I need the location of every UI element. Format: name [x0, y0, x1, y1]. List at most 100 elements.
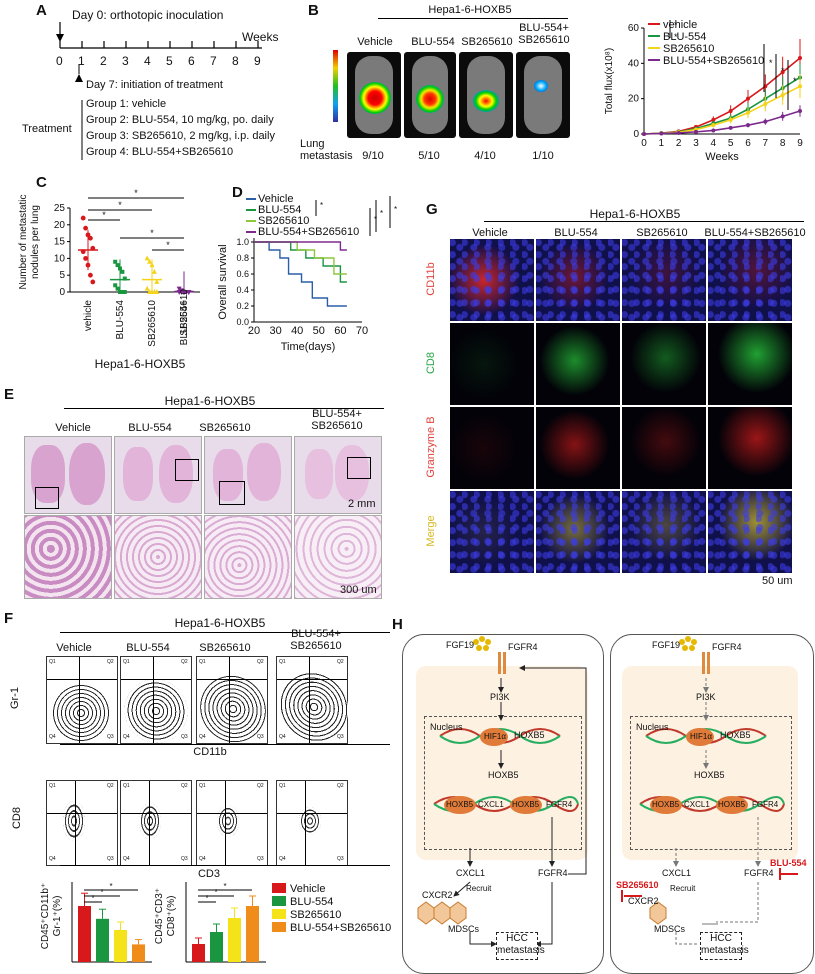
if-image-cd8-3: [708, 323, 792, 405]
lung-zoom-blu554: [114, 515, 202, 599]
group-label: BLU-554: [554, 227, 598, 239]
quadrant-line: [305, 781, 306, 865]
data-point: [149, 262, 155, 268]
data-point: [154, 289, 160, 294]
data-point: [780, 114, 785, 119]
hoxb5-label: HOXB5: [694, 770, 725, 780]
week-tick-label: 1: [78, 54, 85, 68]
week-tick-label: 8: [232, 54, 239, 68]
nucleus-label: Nucleus: [636, 722, 669, 732]
bar: [246, 906, 259, 962]
legend-label: BLU-554: [663, 31, 706, 43]
data-point: [118, 290, 122, 294]
panel-c: C 0 5 10 15 20 25 Number of metastaticnodules …: [0, 172, 210, 372]
group-1: Group 1: vehicle: [86, 98, 167, 110]
legend-label: BLU-554+SB265610: [258, 226, 359, 238]
quadrant-line: [277, 813, 347, 814]
quadrant-line: [75, 781, 76, 865]
bar: [192, 944, 205, 962]
data-point: [728, 109, 733, 114]
quadrant-line: [121, 679, 191, 680]
fgfr4-gene-label: FGFR4: [546, 800, 573, 809]
category-label: SB265610: [147, 300, 158, 347]
significance-star: *: [166, 240, 170, 250]
y-tick-label: 40: [628, 58, 640, 69]
flow-bar-charts: CD45⁺CD11b⁺Gr-1⁺(%) * * * CD45⁺CD3⁺CD8⁺(%) * *…: [40, 882, 391, 963]
weeks-label: Weeks: [242, 30, 279, 44]
panel-a: A Day 0: orthotopic inoculation Weeks 0 1…: [0, 0, 300, 165]
fgfr4-gene-label: FGFR4: [752, 800, 779, 809]
x-axis-title: Time(days): [281, 341, 336, 353]
week-tick-label: 6: [188, 54, 195, 68]
hoxb5-protein-label: HOXB5: [718, 800, 746, 809]
y-axis-title-line: CD8⁺(%): [166, 896, 177, 937]
if-image-cd8-1: [536, 323, 620, 405]
flow-plot-1-1: Q1 Q2 Q3 Q4: [120, 780, 192, 866]
quadrant-label: Q2: [337, 783, 344, 789]
group-label: SB265610: [199, 642, 251, 654]
if-image-granzyme-b-3: [708, 407, 792, 489]
if-image-merge-0: [450, 491, 534, 573]
quadrant-label: Q1: [199, 659, 206, 665]
lung-section-sb265610: [204, 436, 292, 514]
significance-star: *: [781, 66, 785, 76]
group-label: BLU-554+ SB265610: [311, 408, 363, 432]
timeline: [56, 22, 262, 160]
data-point: [154, 278, 160, 284]
flow-plot-0-1: Q1 Q2 Q3 Q4: [111, 656, 201, 756]
panel-h: H: [392, 612, 815, 974]
group-label: BLU-554: [126, 642, 170, 654]
quadrant-label: Q3: [107, 856, 114, 862]
group-label: BLU-554+ SB265610: [518, 22, 570, 46]
if-image-cd11b-1: [536, 239, 620, 321]
category-label-line: vehicle: [83, 300, 94, 332]
nucleus-label: Nucleus: [430, 722, 463, 732]
flow-plot-1-2: Q1 Q2 Q3 Q4: [196, 780, 268, 866]
panel-label: F: [4, 610, 14, 627]
y-tick-label: 0.6: [236, 269, 249, 279]
flow-header: Hepa1-6-HOXB5: [174, 616, 266, 630]
metastasis-count: 1/10: [532, 150, 554, 162]
data-point: [798, 84, 802, 89]
legend-label: Vehicle: [258, 193, 293, 205]
density-contour: [186, 662, 280, 756]
data-point: [144, 285, 150, 291]
x-tick-label: 1: [659, 138, 665, 149]
quadrant-line: [121, 813, 191, 814]
data-point: [763, 101, 768, 106]
quadrant-label: Q3: [337, 856, 344, 862]
x-tick-label: 60: [334, 325, 346, 337]
lung-zoom-vehicle: [24, 515, 112, 599]
data-point: [659, 131, 664, 136]
data-point: [113, 283, 118, 288]
group-label: Vehicle: [357, 36, 393, 48]
quadrant-label: Q4: [199, 856, 206, 862]
group-label: Vehicle: [56, 642, 92, 654]
significance-star: *: [674, 32, 678, 42]
survival-curve-2: [254, 241, 347, 275]
quadrant-label: Q4: [49, 734, 56, 740]
axis-label: CD8: [11, 806, 24, 830]
y-axis-title: Overall survival: [217, 244, 229, 319]
quadrant-label: Q4: [199, 734, 206, 740]
pi3k-label: PI3K: [696, 692, 716, 702]
y-tick-label: 20: [54, 220, 66, 231]
data-point: [118, 266, 122, 271]
lung-zoom-sb265610: [204, 515, 292, 599]
fgf19-label: FGF19: [652, 640, 681, 650]
ivis-image-blu554: [404, 52, 456, 138]
week-tick-label: 5: [166, 54, 173, 68]
metastasis-count: 4/10: [474, 150, 496, 162]
category-label: BLU-554+SB265610: [179, 289, 190, 346]
y-tick-label: 0: [59, 287, 65, 298]
significance-star: *: [793, 76, 797, 86]
data-point: [763, 119, 768, 124]
x-axis-title: Hepa1-6-HOXB5: [94, 357, 186, 371]
quadrant-line: [309, 657, 310, 743]
row-label: CD8: [425, 352, 437, 375]
flux-line-chart: 0 20 40 60 0 1 2 3 4 5 6 7 8 9 Weeks Total flux(x10⁸) ve…: [604, 19, 803, 163]
data-point: [80, 249, 86, 255]
week-tick-label: 9: [254, 54, 261, 68]
panel-label: H: [392, 616, 403, 633]
data-point: [80, 215, 86, 221]
